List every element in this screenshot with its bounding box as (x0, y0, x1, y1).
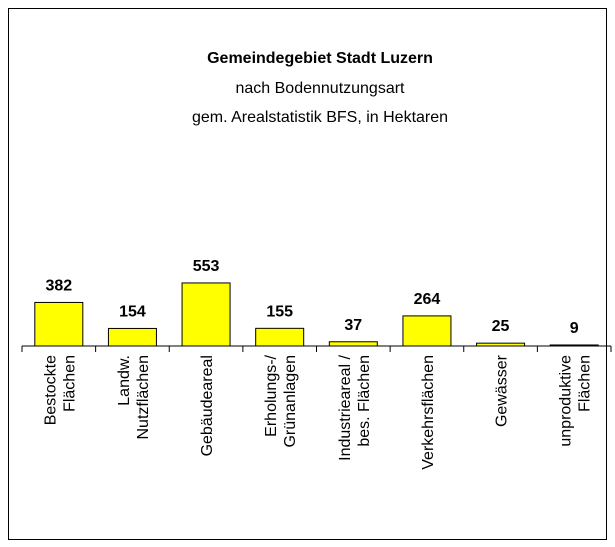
bar (34, 301, 84, 347)
value-label: 382 (45, 277, 72, 294)
chart-frame (8, 8, 607, 540)
value-label: 9 (570, 320, 579, 337)
x-tick-label: Verkehrsflächen (420, 355, 437, 470)
bar (107, 327, 157, 347)
chart-title: Gemeindegebiet Stadt Luzern (207, 50, 433, 67)
x-tick-label: Bestockte Flächen (42, 355, 78, 425)
value-label: 155 (266, 303, 293, 320)
bar (402, 315, 452, 347)
chart-subtitle: gem. Arealstatistik BFS, in Hektaren (192, 109, 448, 126)
chart-subtitle: nach Bodennutzungsart (235, 80, 405, 97)
value-label: 154 (119, 303, 146, 320)
value-label: 553 (193, 258, 220, 275)
bar (181, 282, 231, 347)
bar (328, 341, 378, 347)
bar (255, 327, 305, 347)
x-tick-label: Industrieareal / bes. Flächen (337, 354, 373, 460)
x-tick-label: Erholungs-/Grünanlagen (263, 354, 299, 447)
value-label: 37 (344, 317, 362, 334)
value-label: 264 (414, 291, 441, 308)
value-label: 25 (492, 318, 510, 335)
x-tick-label: Gebäudeareal (199, 355, 216, 456)
x-tick-label: Landw. Nutzflächen (116, 355, 152, 440)
x-tick-label: unproduktive Flächen (558, 355, 594, 447)
x-tick-label: Gewässer (494, 354, 511, 427)
